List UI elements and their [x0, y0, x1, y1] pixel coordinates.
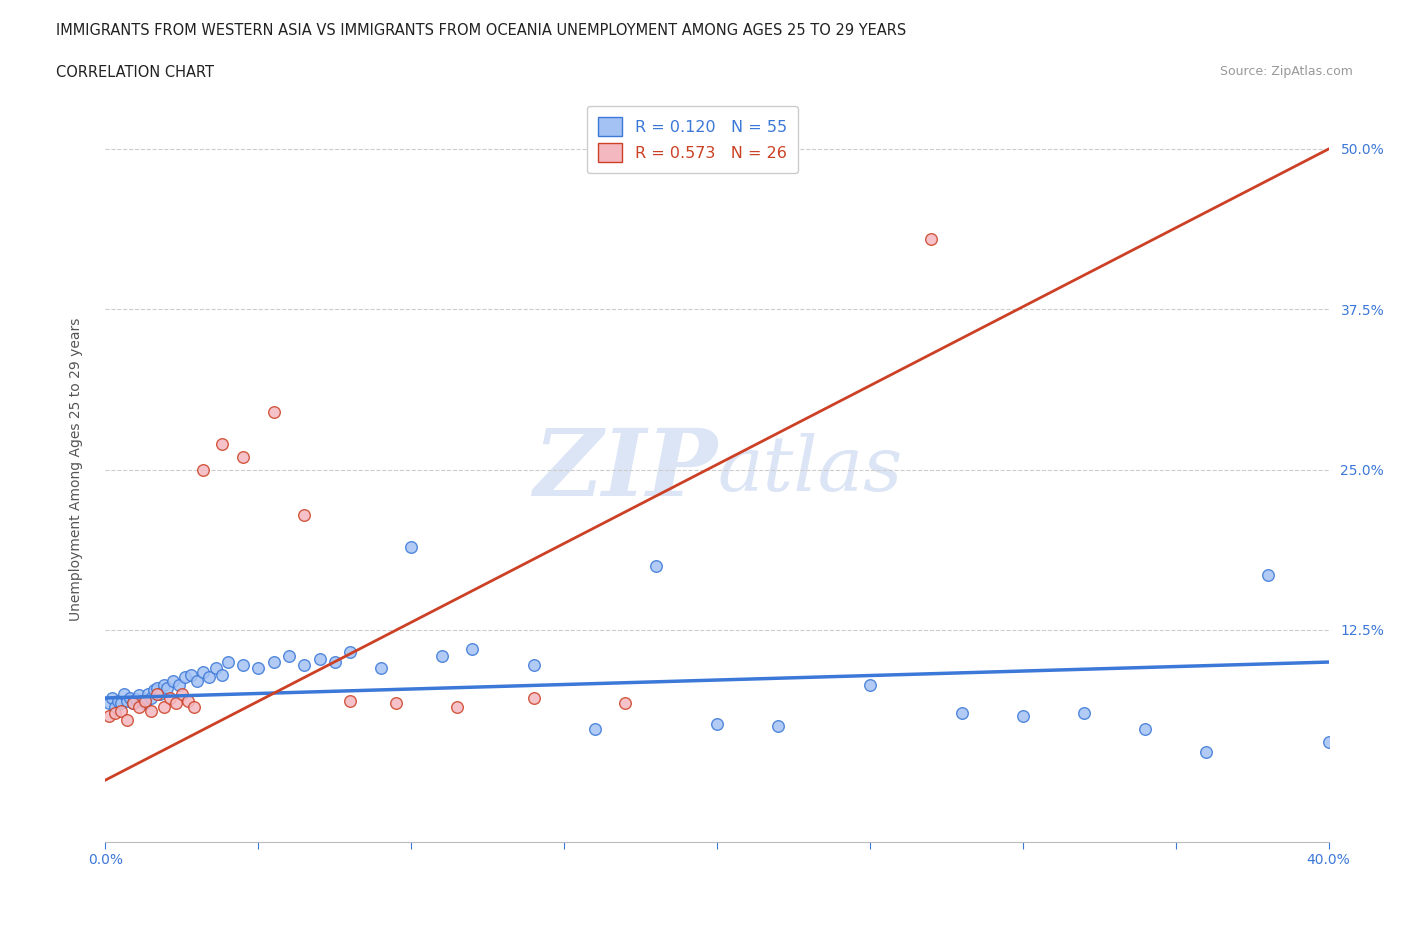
- Point: [149, 686, 172, 701]
- Point: [920, 232, 942, 246]
- Point: [125, 692, 148, 707]
- Point: [100, 691, 122, 706]
- Text: ZIP: ZIP: [533, 425, 717, 514]
- Point: [523, 658, 546, 672]
- Point: [247, 661, 270, 676]
- Point: [174, 670, 197, 684]
- Point: [143, 683, 166, 698]
- Point: [401, 539, 423, 554]
- Point: [131, 693, 153, 708]
- Point: [152, 678, 174, 693]
- Point: [1011, 709, 1033, 724]
- Point: [292, 507, 315, 522]
- Point: [217, 655, 239, 670]
- Point: [167, 678, 190, 693]
- Point: [308, 652, 330, 667]
- Point: [385, 696, 408, 711]
- Point: [104, 699, 127, 714]
- Point: [263, 405, 285, 419]
- Point: [159, 691, 181, 706]
- Point: [141, 703, 163, 718]
- Point: [183, 699, 205, 714]
- Point: [232, 449, 254, 464]
- Point: [104, 706, 127, 721]
- Text: IMMIGRANTS FROM WESTERN ASIA VS IMMIGRANTS FROM OCEANIA UNEMPLOYMENT AMONG AGES : IMMIGRANTS FROM WESTERN ASIA VS IMMIGRAN…: [56, 23, 907, 38]
- Point: [128, 688, 150, 703]
- Point: [193, 462, 215, 477]
- Point: [339, 644, 361, 659]
- Text: atlas: atlas: [717, 432, 903, 507]
- Point: [430, 648, 453, 663]
- Text: Source: ZipAtlas.com: Source: ZipAtlas.com: [1219, 65, 1353, 78]
- Point: [152, 699, 174, 714]
- Y-axis label: Unemployment Among Ages 25 to 29 years: Unemployment Among Ages 25 to 29 years: [69, 318, 83, 621]
- Point: [614, 696, 637, 711]
- Point: [263, 655, 285, 670]
- Point: [115, 712, 138, 727]
- Point: [523, 691, 546, 706]
- Point: [118, 691, 141, 706]
- Point: [122, 696, 145, 711]
- Point: [1195, 744, 1218, 759]
- Point: [950, 706, 973, 721]
- Point: [162, 674, 184, 689]
- Point: [141, 691, 163, 706]
- Point: [204, 661, 226, 676]
- Point: [134, 693, 156, 708]
- Point: [1073, 706, 1095, 721]
- Point: [97, 709, 120, 724]
- Point: [198, 670, 221, 684]
- Point: [644, 558, 666, 573]
- Point: [110, 696, 132, 711]
- Point: [292, 658, 315, 672]
- Text: CORRELATION CHART: CORRELATION CHART: [56, 65, 214, 80]
- Point: [461, 642, 484, 657]
- Point: [1317, 734, 1340, 749]
- Point: [583, 722, 606, 737]
- Point: [339, 693, 361, 708]
- Point: [706, 716, 728, 731]
- Point: [193, 665, 215, 680]
- Point: [186, 674, 208, 689]
- Point: [146, 686, 169, 701]
- Point: [128, 699, 150, 714]
- Point: [136, 686, 159, 701]
- Point: [146, 680, 169, 695]
- Legend: R = 0.120   N = 55, R = 0.573   N = 26: R = 0.120 N = 55, R = 0.573 N = 26: [586, 106, 799, 173]
- Point: [115, 693, 138, 708]
- Point: [232, 658, 254, 672]
- Point: [211, 668, 233, 683]
- Point: [107, 693, 129, 708]
- Point: [177, 693, 200, 708]
- Point: [1256, 567, 1278, 582]
- Point: [122, 696, 145, 711]
- Point: [155, 680, 177, 695]
- Point: [768, 719, 790, 734]
- Point: [370, 661, 392, 676]
- Point: [97, 696, 120, 711]
- Point: [165, 696, 187, 711]
- Point: [446, 699, 468, 714]
- Point: [1133, 722, 1156, 737]
- Point: [170, 686, 193, 701]
- Point: [134, 696, 156, 711]
- Point: [211, 436, 233, 451]
- Point: [278, 648, 301, 663]
- Point: [112, 686, 135, 701]
- Point: [180, 668, 202, 683]
- Point: [323, 655, 346, 670]
- Point: [859, 678, 882, 693]
- Point: [110, 703, 132, 718]
